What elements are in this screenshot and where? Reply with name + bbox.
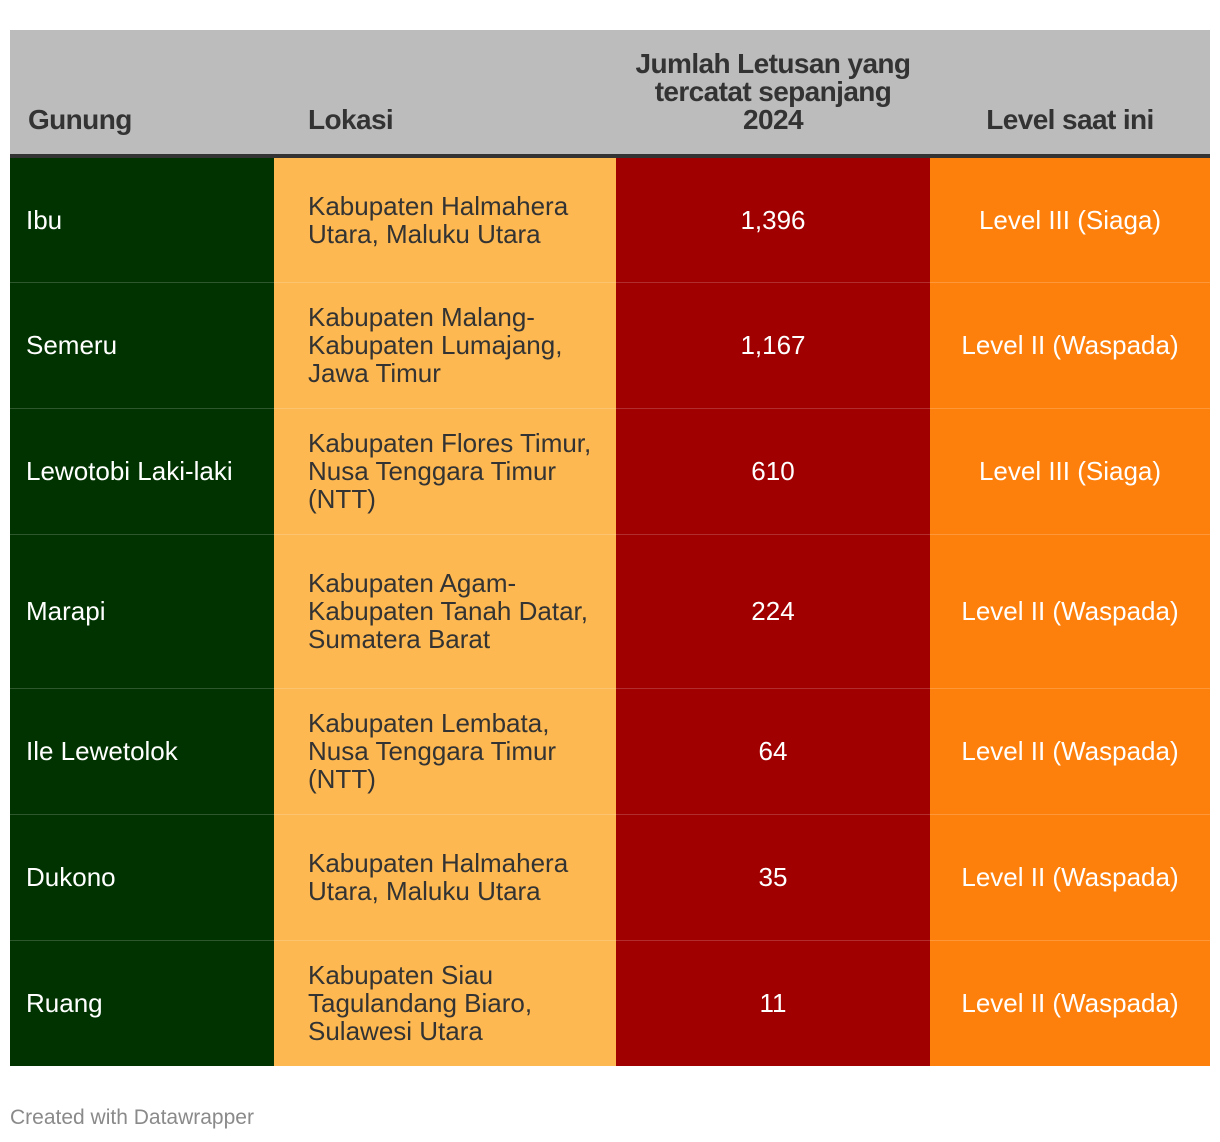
- gunung-cell: Ruang: [10, 940, 274, 1067]
- lokasi-cell: Kabupaten Flores Timur, Nusa Tenggara Ti…: [274, 408, 616, 535]
- table-row: Ruang Kabupaten Siau Tagulandang Biaro, …: [10, 940, 1210, 1067]
- table-row: Marapi Kabupaten Agam-Kabupaten Tanah Da…: [10, 534, 1210, 689]
- level-cell: Level II (Waspada): [930, 282, 1210, 409]
- gunung-cell: Lewotobi Laki-laki: [10, 408, 274, 535]
- gunung-cell: Ile Lewetolok: [10, 688, 274, 815]
- lokasi-cell: Kabupaten Siau Tagulandang Biaro, Sulawe…: [274, 940, 616, 1067]
- level-cell: Level III (Siaga): [930, 408, 1210, 535]
- table-row: Ile Lewetolok Kabupaten Lembata, Nusa Te…: [10, 688, 1210, 815]
- jumlah-cell: 610: [616, 408, 930, 535]
- lokasi-cell: Kabupaten Malang-Kabupaten Lumajang, Jaw…: [274, 282, 616, 409]
- table-row: Lewotobi Laki-laki Kabupaten Flores Timu…: [10, 408, 1210, 535]
- level-cell: Level II (Waspada): [930, 534, 1210, 689]
- table-header: Gunung Lokasi Jumlah Letusan yang tercat…: [10, 30, 1210, 158]
- header-level: Level saat ini: [930, 30, 1210, 158]
- jumlah-cell: 64: [616, 688, 930, 815]
- jumlah-cell: 1,167: [616, 282, 930, 409]
- jumlah-cell: 224: [616, 534, 930, 689]
- lokasi-cell: Kabupaten Agam-Kabupaten Tanah Datar, Su…: [274, 534, 616, 689]
- jumlah-cell: 1,396: [616, 156, 930, 283]
- header-jumlah-letusan: Jumlah Letusan yang tercatat sepanjang 2…: [616, 30, 930, 158]
- volcano-table-container: Gunung Lokasi Jumlah Letusan yang tercat…: [10, 30, 1210, 1067]
- header-lokasi: Lokasi: [274, 30, 616, 158]
- footer-credit: Created with Datawrapper: [10, 1106, 254, 1129]
- gunung-cell: Ibu: [10, 156, 274, 283]
- gunung-cell: Semeru: [10, 282, 274, 409]
- lokasi-cell: Kabupaten Halmahera Utara, Maluku Utara: [274, 814, 616, 941]
- jumlah-cell: 11: [616, 940, 930, 1067]
- header-row: Gunung Lokasi Jumlah Letusan yang tercat…: [10, 30, 1210, 158]
- level-cell: Level II (Waspada): [930, 940, 1210, 1067]
- level-cell: Level II (Waspada): [930, 814, 1210, 941]
- gunung-cell: Dukono: [10, 814, 274, 941]
- jumlah-cell: 35: [616, 814, 930, 941]
- gunung-cell: Marapi: [10, 534, 274, 689]
- lokasi-cell: Kabupaten Lembata, Nusa Tenggara Timur (…: [274, 688, 616, 815]
- header-gunung: Gunung: [10, 30, 274, 158]
- level-cell: Level II (Waspada): [930, 688, 1210, 815]
- table-row: Dukono Kabupaten Halmahera Utara, Maluku…: [10, 814, 1210, 941]
- lokasi-cell: Kabupaten Halmahera Utara, Maluku Utara: [274, 156, 616, 283]
- volcano-table: Gunung Lokasi Jumlah Letusan yang tercat…: [10, 30, 1210, 1067]
- table-body: Ibu Kabupaten Halmahera Utara, Maluku Ut…: [10, 156, 1210, 1067]
- level-cell: Level III (Siaga): [930, 156, 1210, 283]
- table-row: Semeru Kabupaten Malang-Kabupaten Lumaja…: [10, 282, 1210, 409]
- table-row: Ibu Kabupaten Halmahera Utara, Maluku Ut…: [10, 156, 1210, 283]
